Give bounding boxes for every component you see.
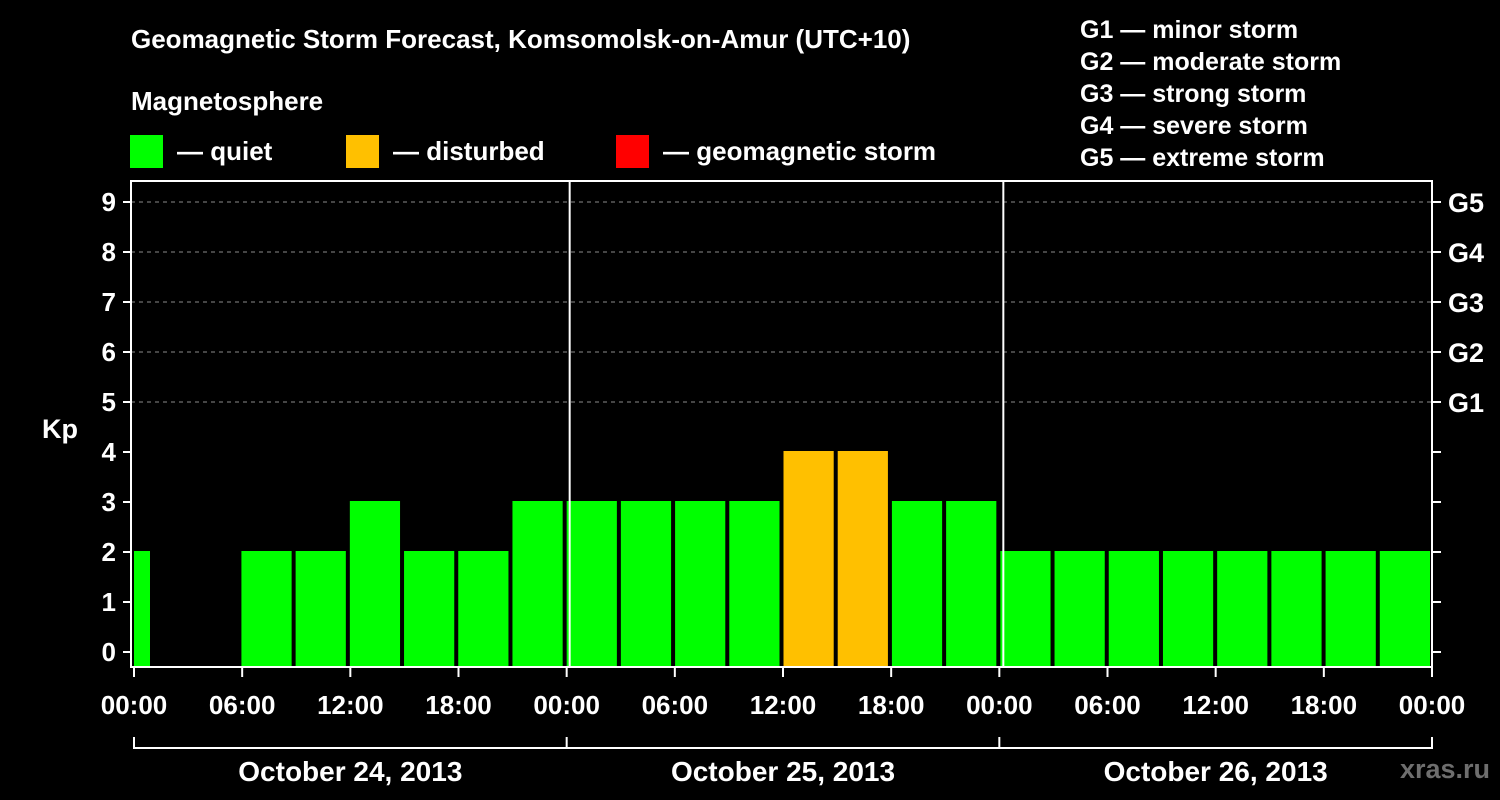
bar-8 — [566, 501, 617, 667]
bar-18 — [1108, 551, 1159, 667]
right-tick-label-g4: G4 — [1448, 238, 1484, 268]
x-tick-label-6: 12:00 — [750, 690, 817, 720]
y-tick-label-2: 2 — [102, 537, 116, 567]
y-tick-label-1: 1 — [102, 587, 116, 617]
x-tick-label-12: 00:00 — [1399, 690, 1466, 720]
x-tick-label-0: 00:00 — [101, 690, 168, 720]
bar-10 — [675, 501, 726, 667]
right-tick-label-g5: G5 — [1448, 188, 1484, 218]
storm-scale-g3: G3 — strong storm — [1080, 80, 1307, 108]
bar-6 — [458, 551, 509, 667]
x-tick-label-10: 12:00 — [1182, 690, 1249, 720]
bar-23 — [1379, 551, 1430, 667]
chart-subtitle: Magnetosphere — [131, 86, 324, 116]
x-tick-label-7: 18:00 — [858, 690, 925, 720]
bar-17 — [1054, 551, 1105, 667]
bar-4 — [349, 501, 401, 667]
bar-21 — [1271, 551, 1322, 667]
x-tick-label-4: 00:00 — [533, 690, 600, 720]
bar-22 — [1325, 551, 1376, 667]
right-tick-label-g2: G2 — [1448, 338, 1484, 368]
y-tick-label-8: 8 — [102, 237, 116, 267]
storm-scale-g1: G1 — minor storm — [1080, 16, 1299, 44]
date-label-0: October 24, 2013 — [238, 756, 462, 787]
bar-3 — [295, 551, 346, 667]
y-tick-label-9: 9 — [102, 187, 116, 217]
chart-title: Geomagnetic Storm Forecast, Komsomolsk-o… — [131, 24, 911, 54]
y-tick-label-6: 6 — [102, 337, 116, 367]
y-tick-label-3: 3 — [102, 487, 116, 517]
storm-scale-g5: G5 — extreme storm — [1080, 144, 1325, 172]
watermark: xras.ru — [1399, 754, 1490, 784]
y-tick-label-5: 5 — [102, 387, 116, 417]
bar-9 — [620, 501, 672, 667]
bar-5 — [404, 551, 455, 667]
right-tick-label-g1: G1 — [1448, 388, 1484, 418]
legend-quiet-label: — quiet — [177, 135, 273, 166]
bar-19 — [1162, 551, 1214, 667]
legend-storm-swatch — [616, 134, 649, 168]
storm-scale-g4: G4 — severe storm — [1080, 112, 1308, 140]
bar-1 — [134, 601, 150, 667]
bar-14 — [891, 501, 943, 667]
y-tick-label-7: 7 — [102, 287, 116, 317]
date-label-2: October 26, 2013 — [1104, 756, 1328, 787]
legend-storm-label: — geomagnetic storm — [663, 135, 937, 166]
bar-20 — [1217, 551, 1268, 667]
legend-disturbed: — disturbed — [346, 134, 545, 168]
x-tick-label-1: 06:00 — [209, 690, 276, 720]
right-tick-label-g3: G3 — [1448, 288, 1484, 318]
legend-quiet: — quiet — [130, 134, 272, 168]
x-tick-label-3: 18:00 — [425, 690, 492, 720]
storm-scale-legend: G1 — minor storm G2 — moderate storm G3 … — [1080, 14, 1341, 174]
bar-15 — [946, 501, 997, 667]
bar-13 — [837, 451, 888, 667]
y-axis-label: Kp — [42, 414, 78, 444]
y-tick-label-0: 0 — [102, 637, 116, 667]
x-tick-label-11: 18:00 — [1291, 690, 1358, 720]
x-tick-label-8: 00:00 — [966, 690, 1033, 720]
y-tick-label-4: 4 — [102, 437, 117, 467]
legend-quiet-swatch — [130, 134, 163, 168]
x-tick-label-2: 12:00 — [317, 690, 384, 720]
bar-7 — [512, 501, 563, 667]
legend-disturbed-label: — disturbed — [393, 135, 545, 166]
legend-storm: — geomagnetic storm — [616, 134, 936, 168]
bar-11 — [729, 501, 780, 667]
legend-disturbed-swatch — [346, 134, 379, 168]
plot-frame — [130, 180, 1433, 668]
x-tick-label-5: 06:00 — [642, 690, 709, 720]
storm-scale-g2: G2 — moderate storm — [1080, 48, 1342, 76]
date-label-1: October 25, 2013 — [671, 756, 895, 787]
bar-12 — [783, 451, 834, 667]
bar-2 — [241, 551, 292, 667]
bar-16 — [1000, 551, 1051, 667]
x-tick-label-9: 06:00 — [1074, 690, 1141, 720]
